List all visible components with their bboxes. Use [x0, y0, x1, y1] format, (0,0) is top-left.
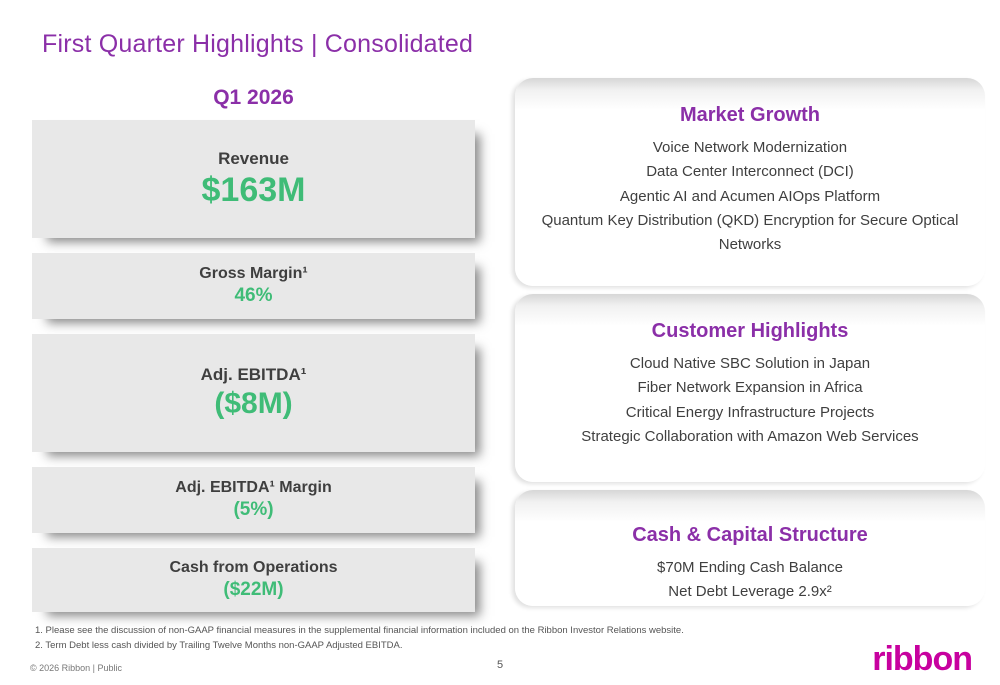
highlight-item: Net Debt Leverage 2.9x² — [668, 583, 832, 601]
highlight-item: Voice Network Modernization — [652, 139, 848, 156]
metric-value: (5%) — [233, 499, 274, 520]
section-cash-capital-structure: Cash & Capital Structure $70M Ending Cas… — [515, 490, 985, 606]
highlight-item: Strategic Collaboration with Amazon Web … — [581, 427, 919, 445]
highlight-item: Quantum Key Distribution (QKD) Encryptio… — [541, 211, 959, 254]
metric-label: Cash from Operations — [169, 559, 338, 576]
metric-value: $163M — [201, 170, 306, 209]
section-customer-highlights: Customer Highlights Cloud Native SBC Sol… — [515, 294, 985, 482]
footnote-2: 2. Term Debt less cash divided by Traili… — [35, 639, 403, 651]
metric-box-adj-ebitda: Adj. EBITDA¹ ($8M) — [32, 334, 475, 452]
metric-value: ($8M) — [214, 387, 293, 420]
slide-title: First Quarter Highlights | Consolidated — [42, 30, 474, 58]
footnote-1: 1. Please see the discussion of non-GAAP… — [35, 625, 684, 636]
section-market-growth: Market Growth Voice Network Modernizatio… — [515, 78, 985, 286]
highlights-column: Market Growth Voice Network Modernizatio… — [515, 78, 985, 606]
metric-label: Adj. EBITDA¹ Margin — [175, 479, 332, 496]
footnotes: 1. Please see the discussion of non-GAAP… — [35, 624, 935, 653]
slide-subtitle: Q1 2026 — [213, 86, 294, 109]
section-title: Customer Highlights — [651, 320, 849, 342]
section-title: Market Growth — [679, 104, 821, 126]
metric-box-cash-from-operations: Cash from Operations ($22M) — [32, 548, 475, 612]
metric-box-adj-ebitda-margin: Adj. EBITDA¹ Margin (5%) — [32, 467, 475, 533]
highlight-item: Data Center Interconnect (DCI) — [646, 163, 854, 181]
highlight-item: $70M Ending Cash Balance — [657, 559, 843, 576]
highlight-item: Cloud Native SBC Solution in Japan — [629, 355, 871, 372]
highlight-item: Fiber Network Expansion in Africa — [637, 379, 863, 397]
metric-value: 46% — [234, 285, 273, 306]
metrics-column: Revenue $163M Gross Margin¹ 46% Adj. EBI… — [32, 120, 475, 612]
metric-label: Adj. EBITDA¹ — [200, 365, 307, 384]
metric-box-revenue: Revenue $163M — [32, 120, 475, 238]
metric-value: ($22M) — [223, 579, 284, 600]
page-number: 5 — [496, 659, 504, 671]
highlight-item: Agentic AI and Acumen AIOps Platform — [619, 187, 881, 205]
metric-box-gross-margin: Gross Margin¹ 46% — [32, 253, 475, 319]
metric-label: Gross Margin¹ — [199, 265, 308, 282]
metric-label: Revenue — [218, 148, 289, 168]
section-title: Cash & Capital Structure — [632, 524, 868, 546]
highlight-item: Critical Energy Infrastructure Projects — [625, 403, 875, 421]
ribbon-logo: ribbon — [872, 640, 973, 678]
copyright-text: © 2026 Ribbon | Public — [30, 663, 123, 673]
